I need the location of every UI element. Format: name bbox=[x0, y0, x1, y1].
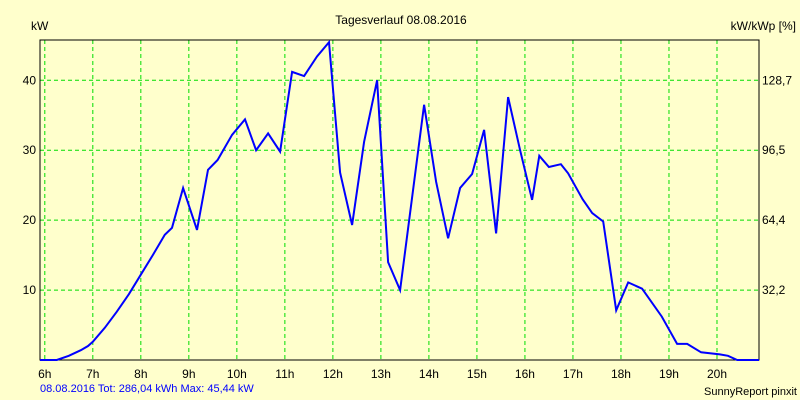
x-tick-label: 13h bbox=[371, 367, 391, 381]
y-tick-label-left: 20 bbox=[23, 213, 37, 227]
x-tick-label: 16h bbox=[515, 367, 535, 381]
x-tick-label: 12h bbox=[323, 367, 343, 381]
x-tick-label: 20h bbox=[707, 367, 727, 381]
y-tick-label-right: 128,7 bbox=[762, 73, 792, 87]
x-tick-label: 8h bbox=[134, 367, 147, 381]
series-group bbox=[40, 39, 759, 361]
y-axis-label-left: kW bbox=[31, 19, 49, 33]
series-line-kw bbox=[40, 39, 759, 361]
tick-labels: 6h 7h 8h 9h 10h 11h 12h 13h 14h 15h 16h 17h 18h 19h 20… bbox=[23, 73, 793, 381]
y-axis-label-right: kW/kWp [%] bbox=[731, 19, 796, 33]
x-tick-label: 11h bbox=[275, 367, 294, 381]
footer-credit: SunnyReport pinxit bbox=[704, 386, 797, 398]
y-tick-label-right: 32,2 bbox=[762, 283, 786, 297]
y-tick-label-left: 30 bbox=[23, 143, 37, 157]
footer-summary: 08.08.2016 Tot: 286,04 kWh Max: 45,44 kW bbox=[40, 383, 254, 395]
x-tick-label: 6h bbox=[38, 367, 51, 381]
grid bbox=[40, 40, 759, 360]
plot-frame bbox=[39, 39, 760, 361]
x-tick-label: 9h bbox=[182, 367, 195, 381]
y-tick-label-left: 10 bbox=[23, 283, 37, 297]
y-tick-label-right: 96,5 bbox=[762, 143, 786, 157]
x-tick-label: 14h bbox=[419, 367, 439, 381]
x-tick-label: 18h bbox=[611, 367, 631, 381]
x-tick-label: 7h bbox=[86, 367, 99, 381]
y-tick-label-right: 64,4 bbox=[762, 213, 786, 227]
x-tick-label: 15h bbox=[467, 367, 487, 381]
chart-title: Tagesverlauf 08.08.2016 bbox=[335, 13, 467, 27]
x-tick-label: 10h bbox=[227, 367, 247, 381]
x-tick-label: 19h bbox=[659, 367, 679, 381]
y-tick-label-left: 40 bbox=[23, 73, 37, 87]
x-tick-label: 17h bbox=[563, 367, 583, 381]
